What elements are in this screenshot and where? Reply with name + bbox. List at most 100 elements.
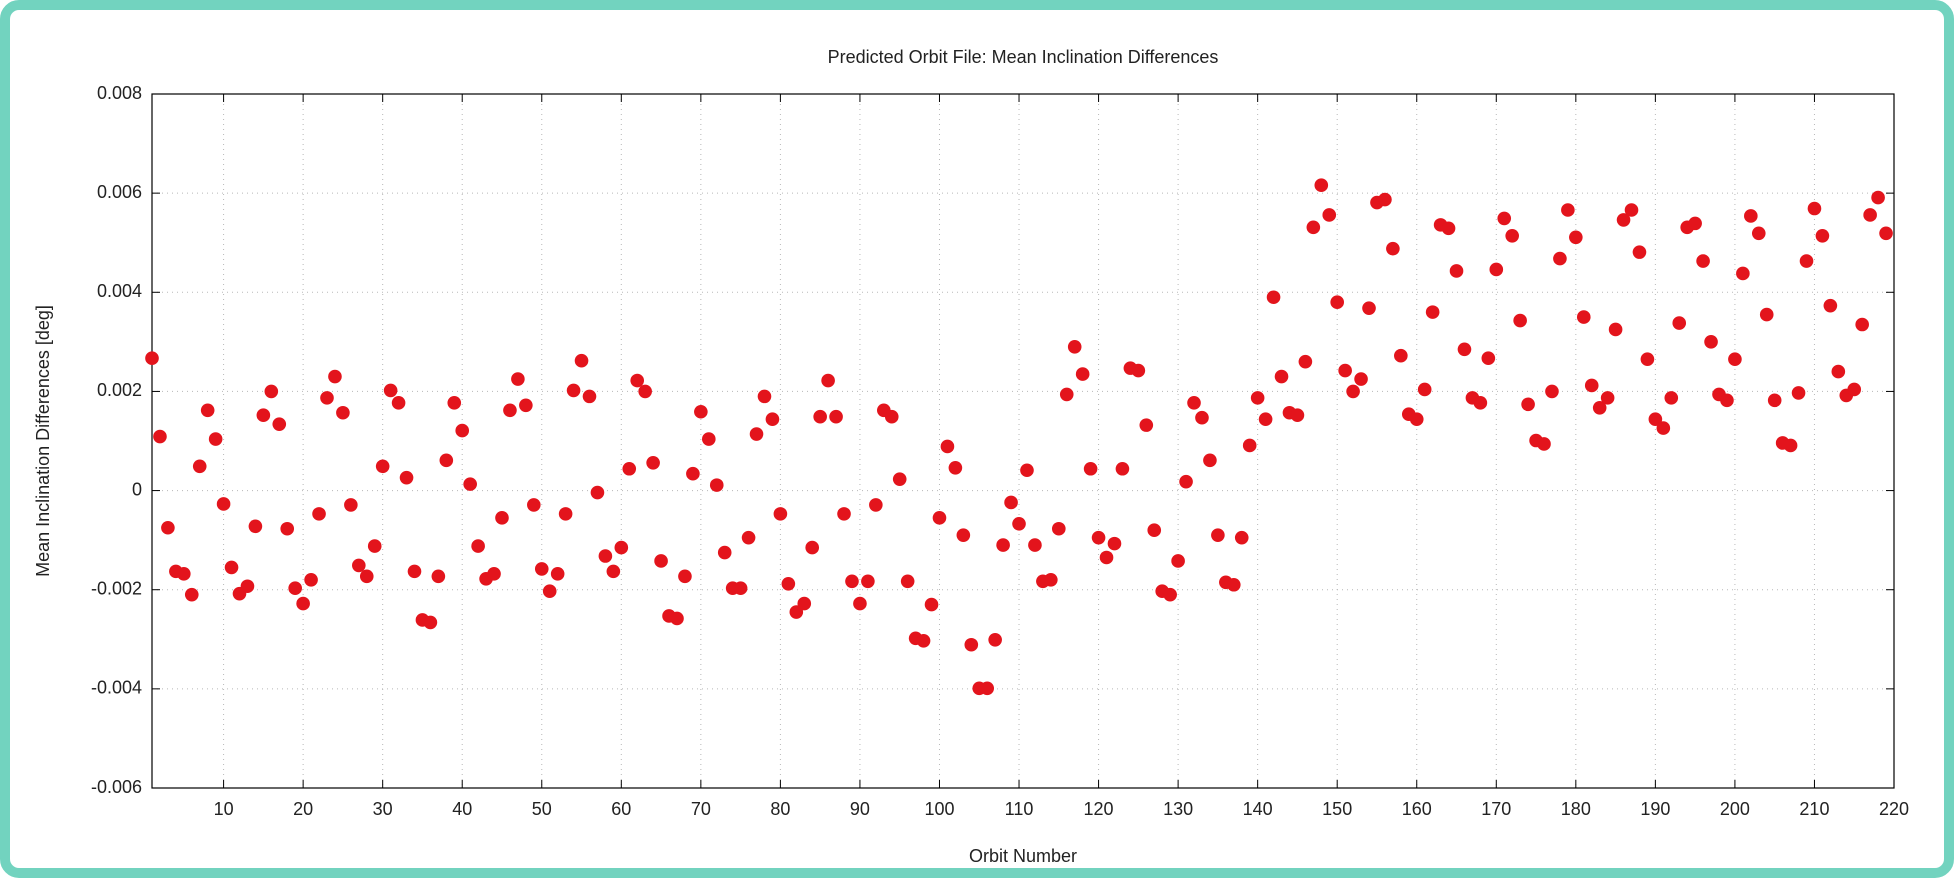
data-point: [757, 389, 772, 404]
data-point: [375, 459, 390, 474]
data-point: [1346, 384, 1360, 399]
data-point: [1608, 322, 1623, 337]
chart-title: Predicted Orbit File: Mean Inclination D…: [828, 47, 1219, 67]
data-point: [622, 461, 637, 476]
data-point: [646, 456, 660, 470]
data-point: [884, 409, 899, 424]
data-point: [733, 581, 748, 596]
x-tick-label: 180: [1561, 799, 1591, 819]
data-point: [781, 576, 796, 591]
data-point: [741, 530, 756, 545]
data-point: [1537, 437, 1551, 451]
data-point: [240, 579, 255, 594]
data-point: [471, 539, 485, 553]
data-point: [1457, 342, 1472, 357]
data-point: [1067, 340, 1082, 354]
data-point: [988, 632, 1002, 647]
data-point: [1831, 364, 1846, 379]
data-point: [869, 498, 883, 512]
data-point: [1616, 213, 1631, 227]
data-point: [320, 391, 334, 405]
data-point: [1338, 363, 1352, 378]
data-point: [1378, 192, 1392, 207]
y-axis-label: Mean Inclination Differences [deg]: [33, 305, 53, 577]
data-point: [1728, 352, 1742, 367]
data-point: [1091, 530, 1106, 545]
data-point: [304, 573, 318, 587]
data-point: [765, 412, 780, 426]
data-point: [1847, 382, 1862, 397]
data-point: [1028, 538, 1042, 552]
data-point: [630, 373, 645, 388]
data-point: [1163, 587, 1177, 602]
data-point: [1059, 387, 1074, 402]
x-tick-label: 150: [1322, 799, 1352, 819]
data-point: [813, 409, 827, 424]
data-point: [654, 554, 668, 568]
data-point: [1242, 438, 1257, 453]
data-point: [336, 405, 350, 420]
data-point: [1044, 573, 1058, 587]
data-point: [1020, 463, 1034, 478]
data-point: [1879, 226, 1893, 241]
data-point: [1147, 523, 1162, 538]
data-point: [717, 545, 732, 560]
data-point: [1075, 367, 1090, 381]
data-point: [1250, 391, 1265, 405]
data-point: [829, 409, 843, 424]
data-point: [558, 507, 573, 521]
data-point: [447, 396, 462, 410]
data-point: [216, 497, 231, 511]
data-point: [1179, 474, 1193, 489]
data-point: [956, 528, 971, 542]
data-point: [821, 373, 835, 388]
x-tick-label: 60: [611, 799, 631, 819]
data-point: [344, 498, 358, 512]
x-tick-label: 80: [770, 799, 790, 819]
data-point: [924, 597, 939, 612]
data-point: [1759, 307, 1774, 322]
data-point: [407, 564, 422, 579]
y-tick-label: 0: [132, 479, 142, 499]
data-point: [773, 507, 788, 521]
data-point: [964, 637, 979, 652]
data-point: [996, 538, 1010, 552]
data-point: [598, 549, 613, 563]
data-point: [694, 404, 708, 419]
data-point: [916, 633, 931, 648]
data-point: [1266, 290, 1281, 305]
data-point: [1656, 421, 1671, 435]
data-point: [1449, 264, 1464, 278]
data-point: [845, 574, 859, 589]
data-point: [256, 408, 271, 423]
data-point: [1274, 369, 1289, 384]
data-point: [1736, 266, 1750, 281]
x-tick-label: 210: [1799, 799, 1829, 819]
data-point: [1131, 363, 1146, 378]
data-point: [1521, 397, 1535, 412]
data-point: [272, 417, 287, 431]
data-point: [503, 403, 517, 418]
data-point: [463, 477, 477, 491]
data-point: [224, 560, 239, 575]
data-point: [487, 567, 501, 581]
data-point: [797, 596, 812, 611]
data-point: [1187, 396, 1201, 410]
data-point: [1600, 391, 1615, 405]
data-point: [566, 383, 581, 398]
data-point: [980, 681, 995, 696]
x-tick-label: 100: [924, 799, 954, 819]
x-tick-label: 200: [1720, 799, 1750, 819]
data-point: [1688, 216, 1702, 231]
data-point: [1505, 228, 1519, 243]
data-point: [1362, 301, 1376, 315]
data-point: [1298, 354, 1313, 369]
data-point: [1203, 453, 1217, 468]
data-point: [932, 511, 947, 525]
data-point: [248, 519, 263, 534]
data-point: [948, 460, 963, 475]
data-point: [1751, 226, 1766, 241]
data-point: [161, 520, 175, 535]
plot-area: [151, 93, 1895, 789]
data-point: [582, 389, 597, 404]
